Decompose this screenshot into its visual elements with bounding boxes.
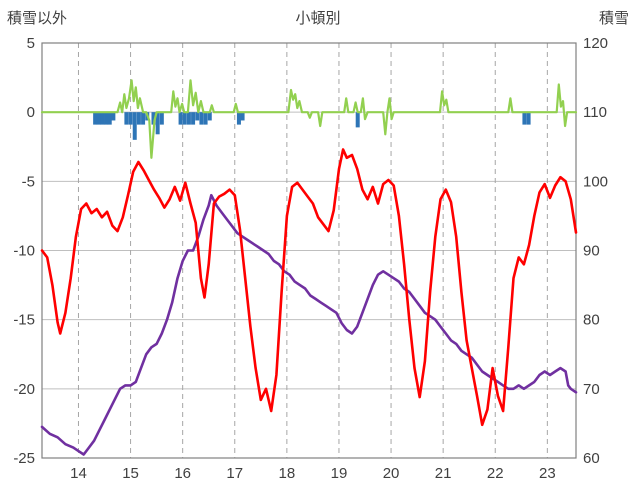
- left-axis-tick: 0: [27, 104, 35, 121]
- x-axis-tick: 21: [435, 465, 452, 482]
- red-line: [40, 148, 578, 427]
- purple-line: [40, 193, 578, 456]
- left-axis-tick: -5: [22, 173, 35, 190]
- right-axis-tick: 60: [583, 450, 600, 467]
- x-axis-tick: 16: [174, 465, 191, 482]
- left-axis-tick: -10: [13, 243, 35, 260]
- left-axis-title: 積雪以外: [7, 10, 68, 27]
- x-axis-tick: 20: [383, 465, 400, 482]
- left-axis-tick: 5: [27, 35, 35, 52]
- x-axis-tick: 15: [122, 465, 139, 482]
- x-axis-tick: 17: [226, 465, 243, 482]
- left-axis-tick: -15: [13, 312, 35, 329]
- right-axis-tick: 110: [583, 104, 607, 121]
- x-axis-tick: 22: [487, 465, 504, 482]
- right-axis-tick: 100: [583, 173, 608, 190]
- axis-tick-labels: 5 0 -5 -10 -15 -20 -25 120 110 100 90 80 70 60 14 15 16 1…: [13, 35, 608, 482]
- right-axis-title: 積雪: [598, 10, 629, 27]
- right-axis-tick: 90: [583, 243, 600, 260]
- right-axis-tick: 120: [583, 35, 608, 52]
- green-line: [40, 79, 578, 159]
- x-axis-tick: 23: [539, 465, 556, 482]
- x-axis-tick: 19: [331, 465, 348, 482]
- x-axis-tick: 14: [70, 465, 87, 482]
- left-axis-tick: -20: [13, 381, 35, 398]
- left-axis-tick: -25: [13, 450, 35, 467]
- x-axis-tick: 18: [279, 465, 296, 482]
- blue-bars: [93, 112, 531, 140]
- right-axis-tick: 70: [583, 381, 600, 398]
- chart-title: 小頓別: [295, 10, 341, 27]
- right-axis-tick: 80: [583, 312, 600, 329]
